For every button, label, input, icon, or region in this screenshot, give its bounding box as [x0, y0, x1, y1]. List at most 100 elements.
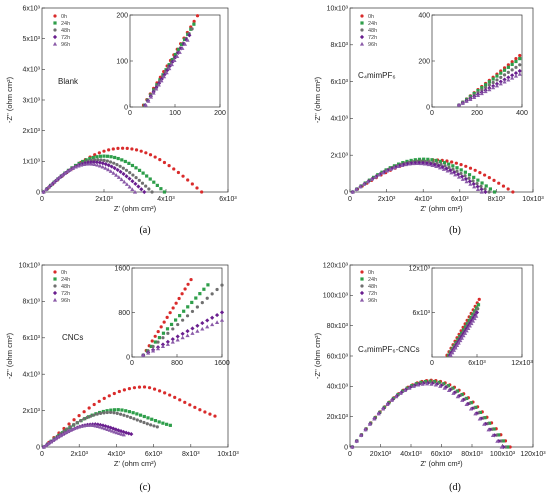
inset-data-point [181, 318, 185, 322]
main-x-tick-label: 4x10³ [157, 196, 175, 203]
data-point [115, 167, 120, 172]
data-point [62, 430, 68, 435]
data-point [122, 388, 126, 392]
data-point [105, 154, 110, 158]
data-point [424, 381, 430, 386]
data-point [147, 187, 151, 191]
data-point [84, 161, 89, 166]
inset-data-point [156, 82, 161, 87]
data-point [109, 155, 113, 159]
data-point [97, 160, 102, 165]
data-point [464, 179, 469, 184]
series-24h [350, 379, 510, 449]
main-y-tick-label: 2x10³ [22, 408, 40, 415]
inset-data-point [468, 97, 473, 101]
data-point [127, 410, 132, 414]
y-axis-label: -Z'' (ohm cm²) [313, 332, 322, 379]
legend-label: 72h [61, 35, 70, 41]
inset-data-point [180, 46, 185, 50]
inset-data-point [210, 322, 215, 327]
data-point [127, 161, 131, 165]
x-axis-label: Z' (ohm cm²) [114, 204, 157, 213]
inset-series-96h [141, 318, 225, 357]
data-point [469, 401, 473, 405]
inset-data-point [157, 336, 162, 340]
data-point [112, 161, 116, 165]
data-point [89, 161, 95, 166]
inset-y-tick-label: 800 [118, 310, 130, 317]
inset-data-point [170, 58, 174, 62]
inset-y-tick-label: 100 [116, 58, 128, 65]
data-point [41, 444, 46, 449]
main-y-tick-label: 2x10³ [22, 128, 40, 135]
inset-data-point [460, 101, 465, 105]
data-point [98, 411, 103, 415]
data-point [46, 184, 52, 189]
data-point [417, 157, 422, 161]
inset-data-point [143, 103, 148, 107]
data-point [95, 422, 100, 427]
data-point [198, 408, 202, 412]
data-point [102, 149, 106, 153]
legend-marker [52, 41, 58, 46]
data-point [483, 189, 488, 195]
inset-data-point [458, 338, 463, 343]
data-point [384, 168, 388, 172]
data-point [82, 417, 86, 421]
data-point [60, 173, 65, 177]
inset-data-point [214, 312, 220, 318]
data-point [119, 412, 123, 416]
inset-data-point [190, 309, 195, 314]
main-y-tick-label: 20x10³ [327, 414, 349, 421]
data-point [472, 184, 477, 189]
inset-data-point [205, 296, 209, 300]
data-point [118, 169, 123, 174]
data-point [499, 444, 504, 449]
data-point [381, 170, 386, 175]
data-point [125, 414, 129, 418]
inset-y-tick-label: 0 [124, 104, 128, 111]
data-point [91, 155, 95, 160]
data-point [98, 424, 103, 429]
data-point [486, 427, 491, 432]
main-plot-frame [41, 264, 229, 448]
inset-data-point [491, 80, 495, 85]
data-point [411, 384, 416, 388]
legend-label: 48h [61, 28, 70, 34]
data-point [58, 433, 63, 438]
main-y-tick-label: 80x10³ [327, 323, 349, 330]
main-y-tick-label: 8x10³ [22, 299, 40, 306]
data-point [135, 412, 139, 416]
data-point [438, 159, 442, 164]
data-point [125, 146, 129, 150]
data-point [145, 422, 149, 426]
data-point [127, 184, 132, 189]
data-point [468, 182, 473, 186]
data-point [152, 180, 156, 184]
main-x-tick-label: 2x10³ [70, 451, 88, 458]
data-point [464, 164, 468, 168]
data-point [97, 151, 101, 155]
data-point [433, 382, 438, 387]
data-point [100, 425, 105, 430]
data-point [195, 186, 199, 190]
data-point [445, 159, 449, 163]
data-point [53, 436, 58, 441]
main-y-tick-label: 120x10³ [323, 262, 349, 269]
data-point [422, 157, 426, 161]
data-point [478, 170, 482, 175]
inset-data-point [460, 331, 464, 335]
data-point [190, 182, 194, 186]
data-point [77, 414, 81, 418]
data-point [117, 389, 121, 394]
legend-marker [53, 277, 57, 281]
main-y-tick-label: 3x10³ [22, 97, 40, 104]
legend-marker [359, 297, 365, 302]
data-point [82, 410, 86, 414]
main-plot-frame [349, 7, 534, 193]
data-point [397, 162, 401, 166]
data-point [124, 182, 130, 186]
data-point [168, 423, 172, 427]
data-point [162, 160, 167, 165]
